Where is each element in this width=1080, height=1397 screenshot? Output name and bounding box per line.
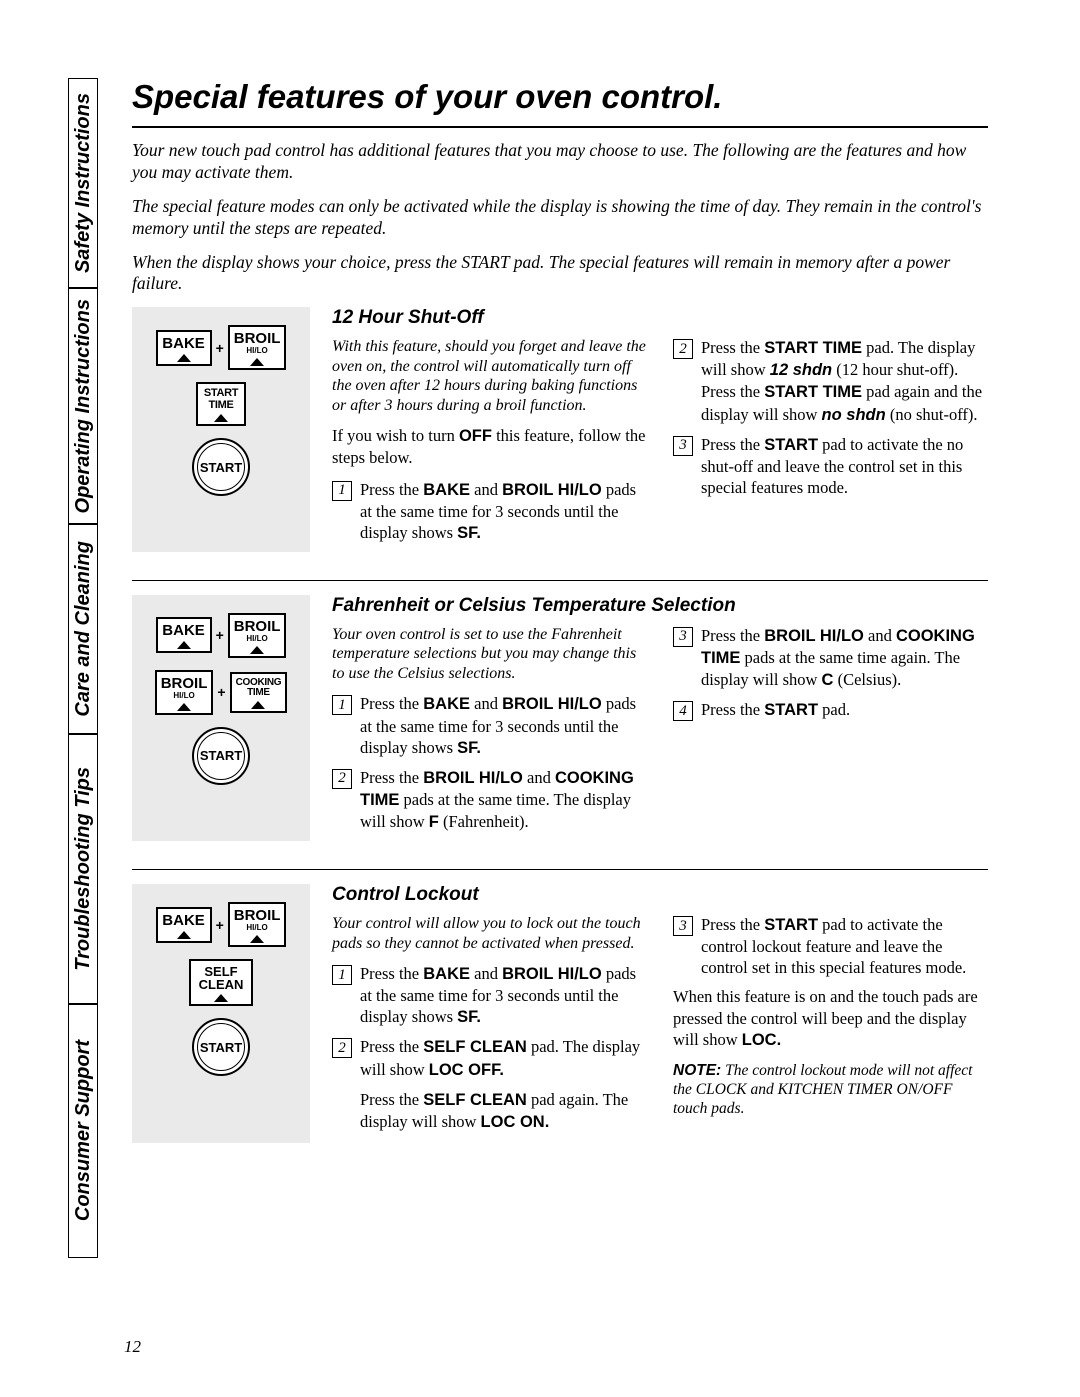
col-left-12hr: With this feature, should you forget and… — [332, 337, 647, 552]
intro-p1: Your new touch pad control has additiona… — [132, 140, 988, 184]
feature-fc: BAKE + BROILHI/LO BROILHI/LO + COOKINGTI… — [132, 595, 988, 841]
bake-pad: BAKE — [156, 617, 212, 653]
diagram-12hr: BAKE + BROILHI/LO STARTTIME START — [132, 307, 310, 552]
step-2: 2 Press the START TIME pad. The display … — [673, 337, 988, 425]
bake-pad: BAKE — [156, 907, 212, 943]
broil-pad: BROILHI/LO — [228, 613, 287, 658]
diagram-lockout: BAKE + BROILHI/LO SELFCLEAN START — [132, 884, 310, 1143]
lead-lockout: Your control will allow you to lock out … — [332, 914, 647, 953]
plus-icon: + — [216, 627, 224, 643]
off-instruction: If you wish to turn OFF this feature, fo… — [332, 425, 647, 468]
broil-pad-2: BROILHI/LO — [155, 670, 214, 715]
step-3: 3 Press the START pad to activate the co… — [673, 914, 988, 978]
step-3: 3 Press the BROIL HI/LO and COOKING TIME… — [673, 625, 988, 691]
intro-block: Your new touch pad control has additiona… — [132, 140, 988, 295]
col-right-lockout: 3 Press the START pad to activate the co… — [673, 914, 988, 1143]
step-num-1: 1 — [332, 481, 352, 501]
title-rule — [132, 126, 988, 128]
feature-12hr: BAKE + BROILHI/LO STARTTIME START 12 Hou… — [132, 307, 988, 552]
broil-pad: BROILHI/LO — [228, 902, 287, 947]
feature-title-fc: Fahrenheit or Celsius Temperature Select… — [332, 595, 988, 617]
step-2: 2 Press the SELF CLEAN pad. The display … — [332, 1036, 647, 1080]
feature-title-lockout: Control Lockout — [332, 884, 988, 906]
bake-pad: BAKE — [156, 330, 212, 366]
page-number: 12 — [124, 1337, 141, 1357]
diagram-fc: BAKE + BROILHI/LO BROILHI/LO + COOKINGTI… — [132, 595, 310, 841]
col-right-fc: 3 Press the BROIL HI/LO and COOKING TIME… — [673, 625, 988, 841]
divider-1 — [132, 580, 988, 581]
step-2: 2 Press the BROIL HI/LO and COOKING TIME… — [332, 767, 647, 833]
page-title: Special features of your oven control. — [132, 78, 988, 116]
lead-12hr: With this feature, should you forget and… — [332, 337, 647, 415]
plus-icon: + — [217, 684, 225, 700]
cooking-time-pad: COOKINGTIME — [230, 672, 288, 713]
feature-title-12hr: 12 Hour Shut-Off — [332, 307, 988, 329]
start-time-pad: STARTTIME — [196, 382, 246, 426]
step-1: 1 Press the BAKE and BROIL HI/LO pads at… — [332, 479, 647, 544]
step-2-cont: Press the SELF CLEAN pad again. The disp… — [332, 1089, 647, 1133]
step-4: 4 Press the START pad. — [673, 699, 988, 721]
feature-lockout: BAKE + BROILHI/LO SELFCLEAN START Contro… — [132, 884, 988, 1143]
divider-2 — [132, 869, 988, 870]
main-content: Special features of your oven control. Y… — [132, 78, 988, 1143]
step-num-2: 2 — [673, 339, 693, 359]
lockout-behavior: When this feature is on and the touch pa… — [673, 986, 988, 1050]
step-3: 3 Press the START pad to activate the no… — [673, 434, 988, 498]
lead-fc: Your oven control is set to use the Fahr… — [332, 625, 647, 684]
lockout-note: NOTE: The control lockout mode will not … — [673, 1061, 988, 1119]
col-right-12hr: 2 Press the START TIME pad. The display … — [673, 337, 988, 552]
step-1: 1 Press the BAKE and BROIL HI/LO pads at… — [332, 963, 647, 1028]
step-1: 1 Press the BAKE and BROIL HI/LO pads at… — [332, 693, 647, 758]
start-pad: START — [192, 727, 250, 785]
intro-p2: The special feature modes can only be ac… — [132, 196, 988, 240]
step-num-3: 3 — [673, 436, 693, 456]
col-left-fc: Your oven control is set to use the Fahr… — [332, 625, 647, 841]
col-left-lockout: Your control will allow you to lock out … — [332, 914, 647, 1143]
start-pad: START — [192, 1018, 250, 1076]
broil-pad: BROILHI/LO — [228, 325, 287, 370]
start-pad: START — [192, 438, 250, 496]
self-clean-pad: SELFCLEAN — [189, 959, 254, 1006]
plus-icon: + — [216, 917, 224, 933]
intro-p3: When the display shows your choice, pres… — [132, 252, 988, 296]
plus-icon: + — [216, 340, 224, 356]
